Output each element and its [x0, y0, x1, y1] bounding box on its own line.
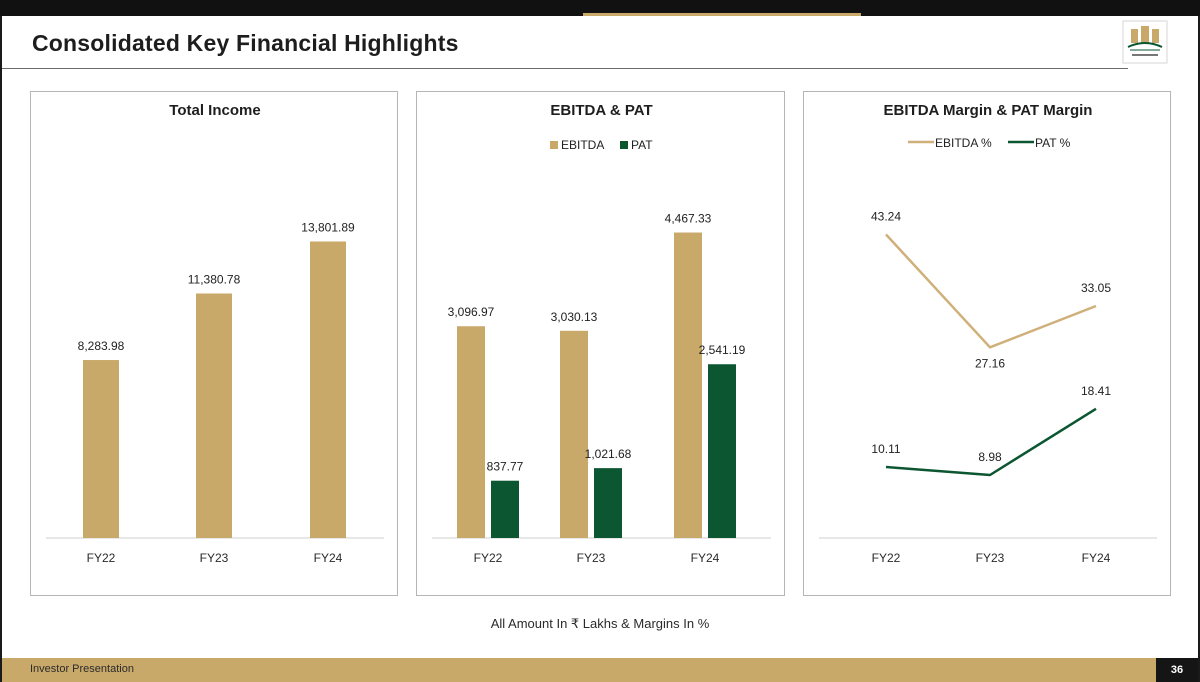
- data-label-ebitda-fy23: 27.16: [975, 356, 1005, 370]
- chart-margins: EBITDA Margin & PAT Margin EBITDA % PAT % 4…: [819, 102, 1157, 565]
- chart-title: EBITDA Margin & PAT Margin: [884, 102, 1093, 119]
- data-label-ebitda-fy24: 4,467.33: [665, 212, 712, 226]
- data-label-pat-fy23: 8.98: [978, 450, 1002, 464]
- panel-ebitda-pat: EBITDA & PAT EBITDA PAT 3,096.97 837.77 3,030…: [416, 91, 785, 596]
- x-tick-label-fy23: FY23: [577, 551, 606, 565]
- legend-swatch-pat: [620, 141, 628, 149]
- page-number: 36: [1156, 658, 1198, 682]
- series-line-pat: [885, 407, 1097, 477]
- data-label-total-income-fy22: 8,283.98: [78, 339, 125, 353]
- legend-label-pat: PAT %: [1035, 136, 1071, 150]
- data-label-pat-fy24: 2,541.19: [699, 343, 746, 357]
- bar-ebitda-fy23: [560, 330, 588, 538]
- legend-label-ebitda: EBITDA %: [935, 136, 992, 150]
- data-label-pat-fy22: 837.77: [487, 460, 524, 474]
- x-tick-label-fy22: FY22: [872, 551, 901, 565]
- chart-title: Total Income: [169, 102, 260, 119]
- legend-swatch-ebitda: [550, 141, 558, 149]
- x-tick-label-fy24: FY24: [1082, 551, 1111, 565]
- legend-label-pat: PAT: [631, 138, 653, 152]
- legend-label-ebitda: EBITDA: [561, 138, 604, 152]
- data-label-pat-fy23: 1,021.68: [585, 447, 632, 461]
- company-logo-icon: [1122, 20, 1168, 64]
- data-label-pat-fy22: 10.11: [871, 442, 900, 456]
- bar-total-income-fy22: [83, 360, 119, 538]
- chart-total-income: Total Income 8,283.98 11,380.78 13,801.89 FY…: [46, 102, 384, 565]
- bar-pat-fy23: [594, 468, 622, 538]
- chart-title: EBITDA & PAT: [550, 102, 652, 119]
- x-tick-label-fy24: FY24: [691, 551, 720, 565]
- footer-label: Investor Presentation: [30, 663, 134, 675]
- data-label-total-income-fy24: 13,801.89: [301, 220, 355, 234]
- x-tick-label-fy23: FY23: [976, 551, 1005, 565]
- slide: Consolidated Key Financial Highlights To…: [2, 16, 1198, 682]
- x-tick-label-fy22: FY22: [87, 551, 116, 565]
- x-tick-label-fy24: FY24: [314, 551, 343, 565]
- top-accent-bar: [583, 13, 861, 16]
- data-label-ebitda-fy22: 43.24: [871, 209, 901, 223]
- bar-total-income-fy24: [310, 241, 346, 538]
- x-tick-label-fy23: FY23: [200, 551, 229, 565]
- title-divider: [2, 68, 1128, 69]
- data-label-ebitda-fy22: 3,096.97: [448, 305, 495, 319]
- series-line-ebitda: [885, 233, 1097, 349]
- bar-pat-fy24: [708, 364, 736, 538]
- bar-ebitda-fy22: [457, 326, 485, 538]
- x-tick-label-fy22: FY22: [474, 551, 503, 565]
- data-label-ebitda-fy23: 3,030.13: [551, 310, 598, 324]
- footer-bar: Investor Presentation 36: [2, 658, 1198, 682]
- panel-total-income: Total Income 8,283.98 11,380.78 13,801.89 FY…: [30, 91, 398, 596]
- bar-total-income-fy23: [196, 293, 232, 538]
- window-top-strip: [0, 0, 1200, 16]
- data-label-pat-fy24: 18.41: [1081, 384, 1111, 398]
- panel-margins: EBITDA Margin & PAT Margin EBITDA % PAT % 4…: [803, 91, 1171, 596]
- units-footnote: All Amount In ₹ Lakhs & Margins In %: [490, 616, 710, 631]
- data-label-total-income-fy23: 11,380.78: [188, 272, 241, 286]
- data-label-ebitda-fy24: 33.05: [1081, 281, 1111, 295]
- bar-pat-fy22: [491, 480, 519, 538]
- chart-ebitda-pat: EBITDA & PAT EBITDA PAT 3,096.97 837.77 3,030…: [432, 102, 771, 565]
- bar-ebitda-fy24: [674, 232, 702, 539]
- page-title: Consolidated Key Financial Highlights: [32, 30, 459, 56]
